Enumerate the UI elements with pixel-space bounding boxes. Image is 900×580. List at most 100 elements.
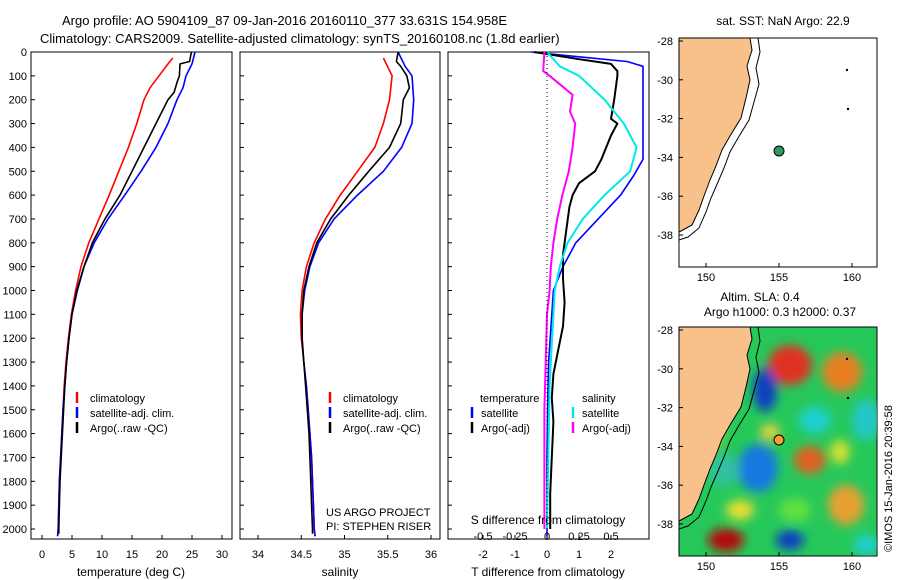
depth-tick-label: 800: [9, 238, 27, 250]
legend-label-climatology: climatology: [343, 393, 399, 405]
map-lon-label: 155: [770, 272, 788, 284]
s-difference-tick-label: -0.25: [502, 531, 527, 543]
sla-map-axes: -28 -30 -32 -34 -36 -38 150 155 160: [657, 325, 861, 573]
argo-location-marker: [773, 434, 785, 446]
depth-tick-label: 1100: [3, 309, 27, 321]
salinity-panel: [239, 51, 441, 540]
legend-label-argo: Argo(..raw -QC): [90, 423, 168, 435]
t-difference-tick-label: -1: [510, 549, 520, 561]
salinity-x-label: salinity: [322, 565, 359, 579]
legend-label-climatology: climatology: [90, 393, 146, 405]
temperature-tick-label: 10: [96, 549, 108, 561]
temperature-tick-label: 20: [156, 549, 168, 561]
t-difference-tick-label: 2: [608, 549, 614, 561]
depth-axis: 0 100 200 300 400 500 600 700 800 900 1000 1100 1200…: [3, 47, 452, 536]
sla-map: [678, 326, 878, 557]
depth-tick-label: 100: [9, 71, 27, 83]
salinity-legend: climatology satellite-adj. clim. Argo(..…: [326, 392, 431, 533]
depth-tick-label: 2000: [3, 524, 27, 536]
t-difference-tick-label: 1: [576, 549, 582, 561]
map-lat-label: -34: [657, 441, 673, 453]
salinity-argo-line: [301, 51, 411, 534]
map-lon-label: 160: [843, 272, 861, 284]
header-subtitle: Climatology: CARS2009. Satellite-adjuste…: [40, 31, 560, 46]
map-lat-label: -32: [657, 114, 673, 126]
map-lat-label: -38: [657, 230, 673, 242]
depth-tick-label: 1200: [3, 333, 27, 345]
depth-tick-label: 1700: [3, 452, 27, 464]
salinity-tick-label: 34: [252, 549, 264, 561]
legend-label-t-satellite: satellite: [481, 408, 518, 420]
sst-map-title: sat. SST: NaN Argo: 22.9: [716, 14, 850, 28]
difference-legend: temperature satellite Argo(-adj) salinit…: [470, 393, 631, 435]
salinity-satellite-line: [301, 51, 415, 537]
map-lat-label: -36: [657, 480, 673, 492]
salinity-tick-label: 36: [425, 549, 437, 561]
depth-tick-label: 700: [9, 214, 27, 226]
depth-tick-label: 0: [21, 47, 27, 59]
t-difference-satellite-line: [530, 51, 644, 537]
depth-tick-label: 1400: [3, 381, 27, 393]
temperature-tick-label: 25: [186, 549, 198, 561]
map-lat-label: -32: [657, 403, 673, 415]
depth-tick-label: 1800: [3, 476, 27, 488]
map-lon-label: 160: [843, 561, 861, 573]
salinity-x-axis: 34 34.5 35 35.5 36: [252, 535, 437, 561]
header-title: Argo profile: AO 5904109_87 09-Jan-2016 …: [62, 13, 507, 28]
map-lat-label: -28: [657, 325, 673, 337]
s-difference-tick-label: 0.25: [568, 531, 589, 543]
sst-map: [678, 37, 878, 268]
sla-map-subtitle: Argo h1000: 0.3 h2000: 0.37: [704, 305, 856, 319]
map-lon-label: 150: [697, 272, 715, 284]
depth-tick-label: 1500: [3, 405, 27, 417]
sla-map-title: Altim. SLA: 0.4: [720, 290, 800, 304]
legend-label-t-argo: Argo(-adj): [481, 423, 530, 435]
depth-contour: [679, 38, 761, 241]
legend-label-s-satellite: satellite: [582, 408, 619, 420]
t-difference-tick-label: -2: [478, 549, 488, 561]
temperature-legend: climatology satellite-adj. clim. Argo(..…: [75, 392, 174, 435]
depth-tick-label: 500: [9, 166, 27, 178]
legend-label-satellite: satellite-adj. clim.: [90, 408, 174, 420]
map-lat-label: -34: [657, 152, 673, 164]
temperature-x-label: temperature (deg C): [77, 565, 185, 579]
t-difference-tick-label: 0: [544, 549, 550, 561]
map-lat-label: -30: [657, 75, 673, 87]
temperature-tick-label: 0: [39, 549, 45, 561]
depth-tick-label: 1300: [3, 357, 27, 369]
copyright-timestamp: ©IMOS 15-Jan-2016 20:39:58: [883, 405, 895, 552]
depth-tick-label: 900: [9, 262, 27, 274]
s-difference-label: S difference from climatology: [471, 513, 626, 527]
australia-land: [679, 38, 753, 233]
salinity-tick-label: 35.5: [377, 549, 398, 561]
map-lat-label: -38: [657, 519, 673, 531]
depth-tick-label: 400: [9, 142, 27, 154]
s-difference-argo-line: [542, 51, 577, 529]
credit-project: US ARGO PROJECT: [326, 507, 431, 519]
sst-map-axes: -28 -30 -32 -34 -36 -38 150 155 160: [657, 36, 861, 284]
depth-tick-label: 300: [9, 119, 27, 131]
map-lon-label: 155: [770, 561, 788, 573]
t-difference-argo-line: [534, 51, 619, 529]
temperature-argo-line: [57, 51, 193, 534]
temperature-panel: [30, 51, 233, 540]
salinity-tick-label: 35: [338, 549, 350, 561]
salinity-tick-label: 34.5: [291, 549, 312, 561]
depth-tick-label: 200: [9, 95, 27, 107]
australia-land: [679, 327, 753, 522]
profile-lines: [56, 51, 644, 537]
temperature-tick-label: 15: [126, 549, 138, 561]
map-lon-label: 150: [697, 561, 715, 573]
map-lat-label: -36: [657, 191, 673, 203]
legend-label-satellite: satellite-adj. clim.: [343, 408, 427, 420]
t-difference-x-label: T difference from climatology: [471, 565, 625, 579]
legend-title-salinity: salinity: [582, 393, 616, 405]
depth-tick-label: 1600: [3, 429, 27, 441]
s-difference-satellite-line: [546, 51, 638, 530]
credit-pi: PI: STEPHEN RISER: [326, 521, 431, 533]
temperature-tick-label: 5: [69, 549, 75, 561]
temperature-tick-label: 30: [216, 549, 228, 561]
depth-tick-label: 1900: [3, 500, 27, 512]
depth-contour: [679, 327, 761, 530]
